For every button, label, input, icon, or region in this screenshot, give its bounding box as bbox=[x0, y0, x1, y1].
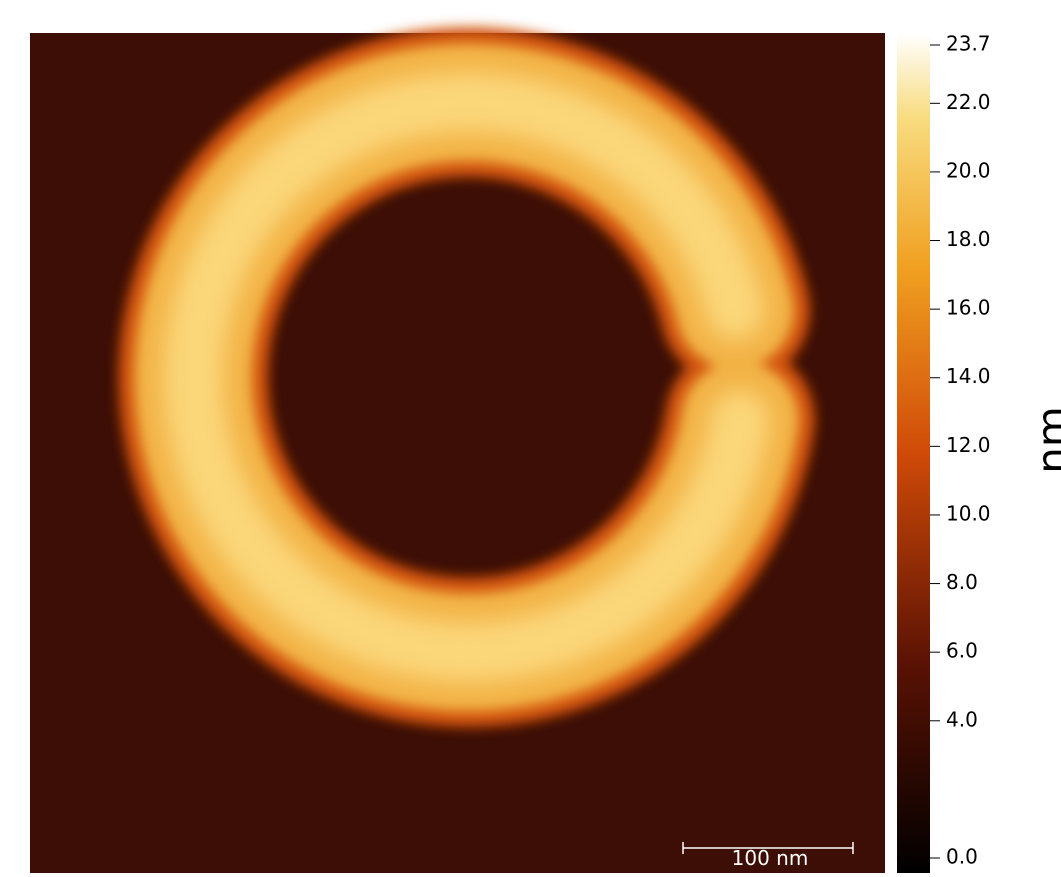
colorbar bbox=[897, 33, 930, 873]
colorbar-tick-label: 16.0 bbox=[946, 296, 991, 320]
colorbar-tick-label: 0.0 bbox=[946, 845, 978, 869]
colorbar-tick-label: 18.0 bbox=[946, 227, 991, 251]
colorbar-tick-label: 23.7 bbox=[946, 32, 991, 56]
afm-image: 100 nm bbox=[30, 33, 885, 873]
colorbar-tick-label: 10.0 bbox=[946, 501, 991, 525]
scale-bar-label: 100 nm bbox=[732, 846, 809, 870]
colorbar-tick-label: 4.0 bbox=[946, 707, 978, 731]
colorbar-tick-label: 12.0 bbox=[946, 433, 991, 457]
colorbar-tick-label: 14.0 bbox=[946, 364, 991, 388]
colorbar-tick-label: 22.0 bbox=[946, 90, 991, 114]
colorbar-label: nm bbox=[1028, 406, 1061, 474]
colorbar-tick-label: 20.0 bbox=[946, 158, 991, 182]
figure: 100 nm nm 0.0 4.0 6.0 8.0 10.0 12.0 14.0 16.0 18… bbox=[0, 0, 1061, 873]
page: 100 nm nm 0.0 4.0 6.0 8.0 10.0 12.0 14.0 16.0 18… bbox=[0, 0, 1061, 877]
colorbar-tick-label: 8.0 bbox=[946, 570, 978, 594]
colorbar-tick-label: 6.0 bbox=[946, 639, 978, 663]
